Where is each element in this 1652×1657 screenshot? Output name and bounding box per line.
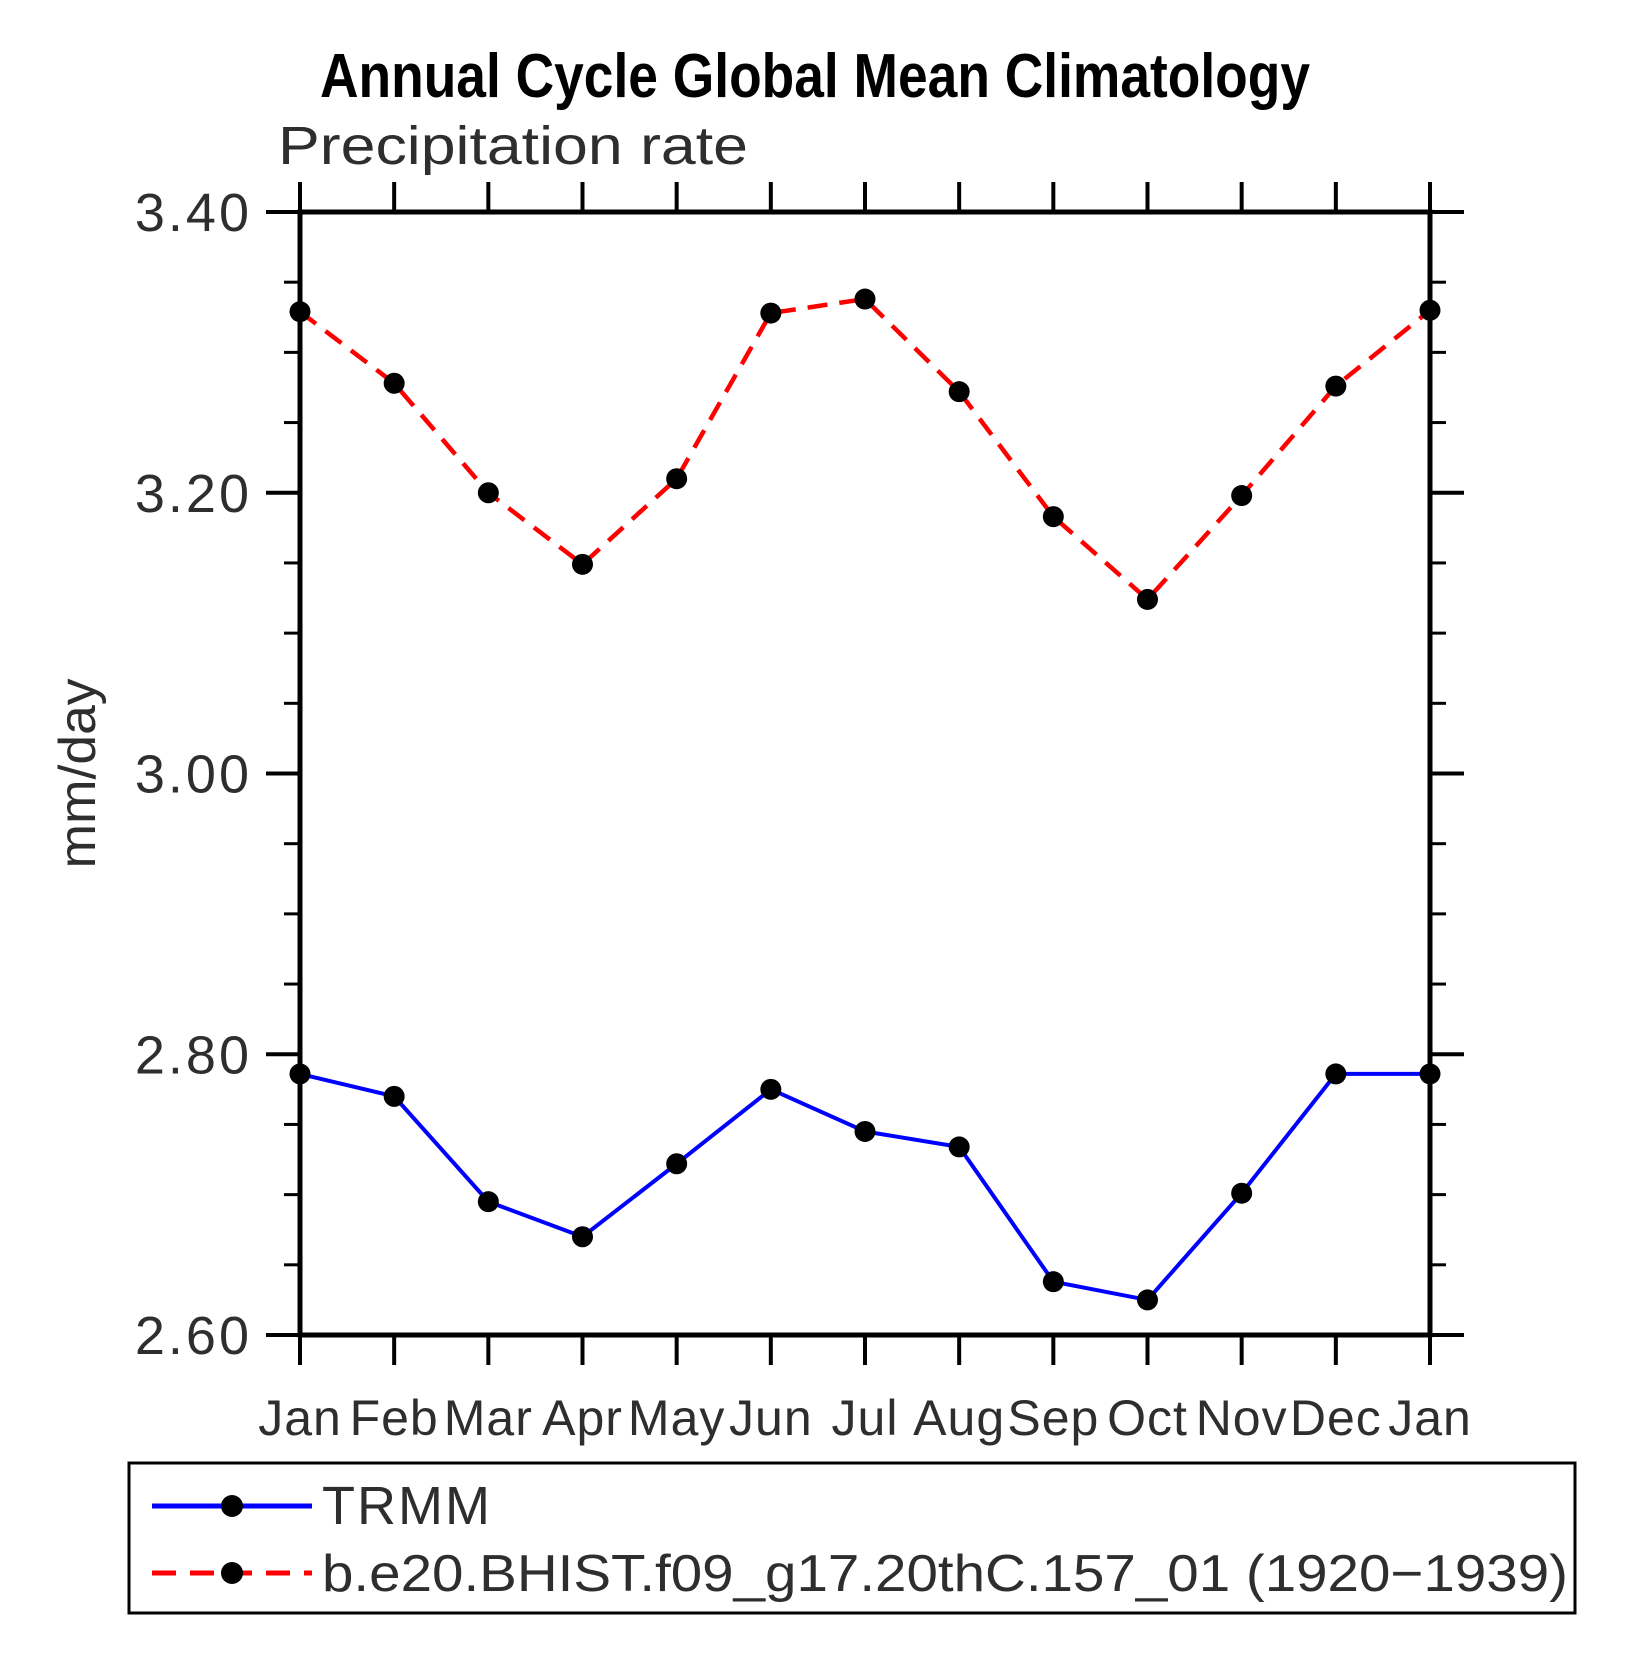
- data-point-marker: [477, 1191, 499, 1213]
- chart-title: Annual Cycle Global Mean Climatology: [320, 42, 1310, 111]
- data-point-marker: [1325, 375, 1347, 397]
- data-point-marker: [477, 482, 499, 504]
- y-tick-label: 3.00: [135, 745, 252, 805]
- data-point-marker: [854, 288, 876, 310]
- x-tick-label-month: Dec: [1290, 1390, 1382, 1446]
- data-point-marker: [1231, 485, 1253, 507]
- data-point-marker: [948, 1136, 970, 1158]
- y-tick-label: 3.40: [135, 183, 252, 243]
- y-tick-label: 2.80: [135, 1025, 252, 1085]
- data-point-marker: [1419, 1063, 1441, 1085]
- data-point-marker: [289, 301, 311, 323]
- series-trmm: [289, 1063, 1441, 1311]
- data-point-marker: [1042, 506, 1064, 528]
- data-point-marker: [1419, 299, 1441, 321]
- x-ticks: Jan Feb Mar Apr May Jun Jul Aug Sep Oct Nov Dec Jan: [258, 182, 1472, 1446]
- legend-label-trmm: TRMM: [322, 1476, 492, 1536]
- data-point-marker: [1042, 1271, 1064, 1293]
- data-point-marker: [760, 1078, 782, 1100]
- legend-model-marker: [221, 1562, 243, 1584]
- x-tick-label-month: May: [628, 1390, 725, 1446]
- x-tick-label-month: Jan: [258, 1390, 342, 1446]
- data-point-marker: [1137, 588, 1158, 610]
- data-point-marker: [948, 381, 970, 403]
- x-tick-label-month: Jun: [729, 1390, 813, 1446]
- x-tick-label-month: Aug: [913, 1390, 1005, 1446]
- data-point-marker: [289, 1063, 311, 1085]
- y-tick-label: 2.60: [135, 1306, 252, 1366]
- x-tick-label-month: Oct: [1107, 1390, 1188, 1446]
- series-model: [289, 288, 1441, 610]
- data-point-marker: [1137, 1289, 1158, 1311]
- x-tick-label-month: Jan: [1388, 1390, 1472, 1446]
- legend-box: [127, 1461, 1577, 1615]
- chart-subtitle: Precipitation rate: [278, 116, 748, 176]
- legend-trmm-marker: [221, 1495, 243, 1517]
- x-tick-label-month: Sep: [1007, 1390, 1099, 1446]
- x-tick-label-month: Feb: [350, 1390, 439, 1446]
- x-tick-label-month: Apr: [542, 1390, 623, 1446]
- data-point-marker: [1325, 1063, 1347, 1085]
- x-tick-label-month: Nov: [1196, 1390, 1288, 1446]
- data-point-marker: [383, 372, 405, 394]
- data-point-marker: [666, 1153, 688, 1175]
- x-tick-label-month: Jul: [832, 1390, 899, 1446]
- data-point-marker: [666, 468, 688, 490]
- data-point-marker: [760, 302, 782, 324]
- legend-label-model: b.e20.BHIST.f09_g17.20thC.157_01 (1920−1…: [322, 1545, 1568, 1603]
- x-tick-label-month: Mar: [444, 1390, 533, 1446]
- y-tick-label: 3.20: [135, 464, 252, 524]
- y-axis-label: mm/day: [49, 679, 107, 869]
- data-point-marker: [1231, 1182, 1253, 1204]
- data-point-marker: [383, 1085, 405, 1107]
- y-ticks: 2.60 2.80 3.00 3.20 3.40: [135, 183, 1464, 1366]
- data-point-marker: [854, 1120, 876, 1142]
- data-point-marker: [572, 553, 593, 575]
- legend: TRMM b.e20.BHIST.f09_g17.20thC.157_01 (19…: [127, 1461, 1577, 1615]
- data-point-marker: [572, 1226, 593, 1248]
